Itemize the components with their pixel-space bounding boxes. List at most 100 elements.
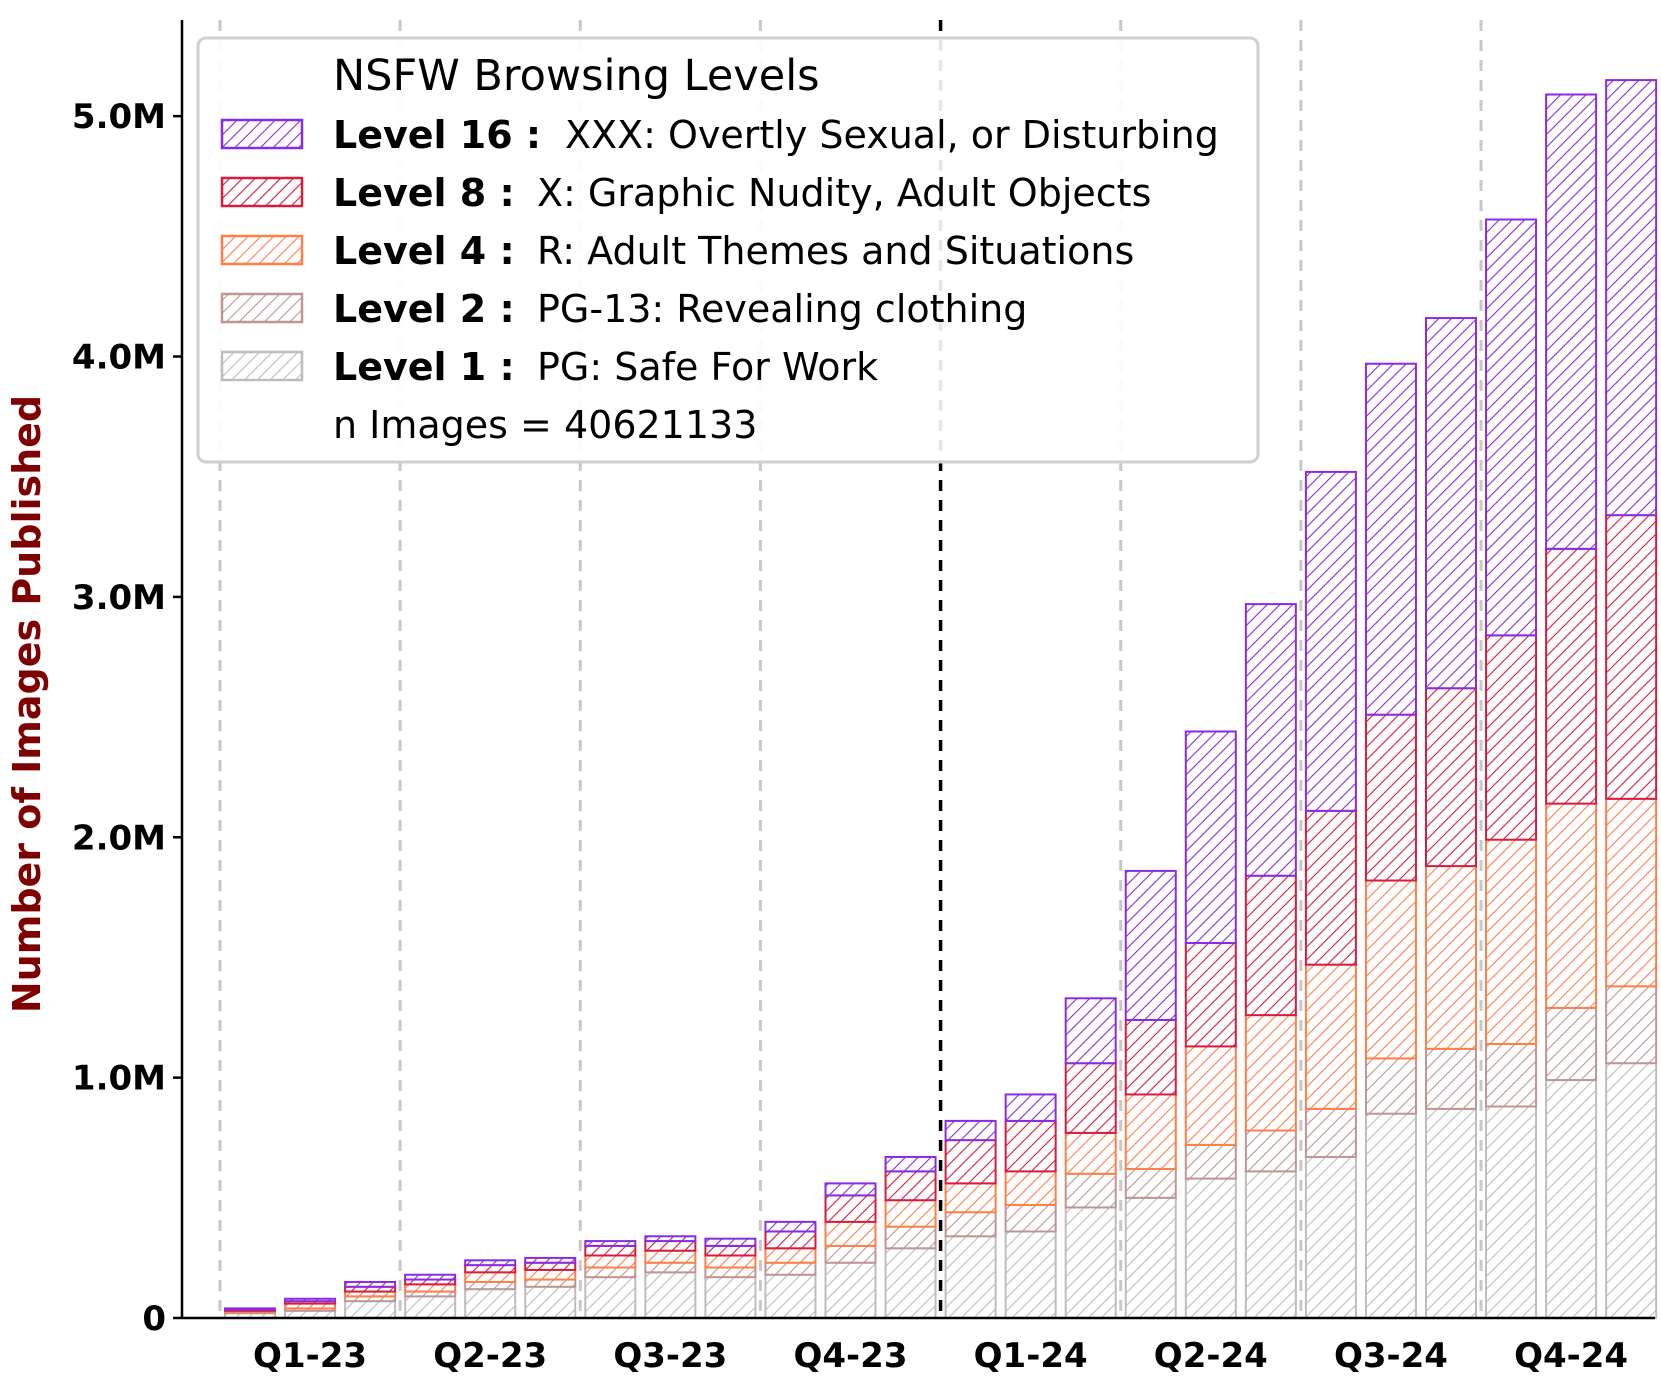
bar-segment-level-2-18 <box>1244 1129 1297 1173</box>
legend-swatch <box>220 350 304 382</box>
bar-segment-level-4-16 <box>1124 1093 1177 1170</box>
legend-swatch <box>220 292 304 324</box>
bar-segment-level-4-20 <box>1364 879 1417 1060</box>
bar-segment-level-1-24 <box>1605 1062 1658 1319</box>
bar-segment-level-8-19 <box>1304 809 1357 966</box>
bar-segment-level-2-12 <box>884 1225 937 1250</box>
bar-segment-level-1-8 <box>644 1271 697 1319</box>
legend-title: NSFW Browsing Levels <box>333 51 820 101</box>
bar-segment-level-8-24 <box>1605 514 1658 800</box>
bar-segment-level-1-15 <box>1064 1206 1117 1320</box>
bar-segment-level-1-6 <box>524 1285 577 1319</box>
bar-segment-level-16-22 <box>1485 218 1538 637</box>
bar-segment-level-1-3 <box>344 1300 397 1319</box>
bar-segment-level-16-10 <box>764 1220 817 1233</box>
axis-layer: 0 1.0M 2.0M 3.0M 4.0M 5.0M Q1-23 Q2-23 Q3-23 Q4-2… <box>5 20 1655 1376</box>
x-tick-label: Q2-23 <box>433 1336 547 1376</box>
legend-key: Level 2 : <box>333 287 515 331</box>
bar-segment-level-1-21 <box>1425 1107 1477 1320</box>
bar-segment-level-8-14 <box>1004 1119 1057 1173</box>
legend-swatch <box>220 234 304 266</box>
bar-segment-level-1-22 <box>1485 1105 1538 1320</box>
bar-segment-level-2-15 <box>1064 1172 1117 1209</box>
bar-segment-level-4-6 <box>524 1268 577 1281</box>
bar-segment-level-8-23 <box>1545 547 1598 805</box>
bar-segment-level-1-9 <box>704 1276 757 1320</box>
bar-segment-level-8-7 <box>584 1244 637 1257</box>
bar-segment-level-1-17 <box>1184 1177 1237 1320</box>
bar-segment-level-1-14 <box>1004 1230 1057 1320</box>
bar-segment-level-1-19 <box>1304 1155 1357 1320</box>
legend-description: XXX: Overtly Sexual, or Disturbing <box>565 113 1219 157</box>
bar-segment-level-4-15 <box>1064 1131 1117 1175</box>
y-tick-label: 4.0M <box>72 338 166 378</box>
bar-segment-level-8-10 <box>764 1230 817 1250</box>
bar-segment-level-2-11 <box>824 1244 877 1264</box>
bar-segment-level-2-19 <box>1304 1107 1357 1158</box>
legend: NSFW Browsing Levels Level 16 : XXX: Overt… <box>196 36 1260 464</box>
bar-segment-level-16-6 <box>524 1256 577 1264</box>
bar-segment-level-4-14 <box>1004 1170 1057 1207</box>
bar-segment-level-1-18 <box>1244 1170 1297 1319</box>
bar-segment-level-16-20 <box>1364 362 1417 716</box>
bar-segment-level-4-4 <box>404 1283 457 1293</box>
bar-segment-level-8-13 <box>944 1139 997 1185</box>
bar-segment-level-2-10 <box>764 1261 817 1276</box>
bar-segment-level-16-4 <box>404 1273 457 1281</box>
bar-segment-level-2-17 <box>1184 1143 1237 1180</box>
bar-segment-level-8-16 <box>1124 1018 1177 1096</box>
legend-footer: n Images = 40621133 <box>333 403 757 447</box>
bar-segment-level-16-3 <box>344 1280 397 1288</box>
bar-segment-level-8-6 <box>524 1261 577 1271</box>
bar-segment-level-2-13 <box>944 1211 997 1238</box>
x-tick-label: Q4-23 <box>794 1336 908 1376</box>
bar-segment-level-2-21 <box>1425 1047 1477 1110</box>
legend-key: Level 16 : <box>333 113 541 157</box>
bar-segment-level-2-16 <box>1124 1167 1177 1199</box>
y-axis-label: Number of Images Published <box>5 395 49 1013</box>
x-tick-label: Q3-24 <box>1334 1336 1448 1376</box>
y-tick-label: 0 <box>142 1299 166 1339</box>
bar-segment-level-16-5 <box>464 1259 517 1267</box>
bar-segment-level-4-9 <box>704 1254 757 1269</box>
bar-segment-level-1-16 <box>1124 1196 1177 1320</box>
bar-segment-level-2-24 <box>1605 985 1658 1065</box>
bar-segment-level-16-13 <box>944 1119 997 1142</box>
bar-segment-level-16-14 <box>1004 1093 1057 1122</box>
bar-segment-level-16-19 <box>1304 470 1357 812</box>
bar-segment-level-1-23 <box>1545 1079 1598 1319</box>
bar-segment-level-4-21 <box>1425 865 1477 1050</box>
grid-layer <box>218 20 1483 1318</box>
bar-segment-level-1-4 <box>404 1295 457 1320</box>
bar-segment-level-2-7 <box>584 1266 637 1279</box>
bar-segment-level-4-19 <box>1304 963 1357 1110</box>
bar-segment-level-16-17 <box>1184 730 1237 945</box>
x-tick-label: Q1-23 <box>253 1336 367 1376</box>
bar-segment-level-8-15 <box>1064 1062 1117 1134</box>
bar-segment-level-8-9 <box>704 1244 757 1257</box>
bar-segment-level-16-11 <box>824 1182 877 1197</box>
bar-segment-level-4-11 <box>824 1220 877 1247</box>
legend-description: PG-13: Revealing clothing <box>537 287 1027 331</box>
bar-segment-level-4-8 <box>644 1249 697 1264</box>
bar-segment-level-4-12 <box>884 1199 937 1228</box>
bar-segment-level-2-5 <box>464 1280 517 1291</box>
y-tick-label: 2.0M <box>72 818 166 858</box>
bar-segment-level-2-20 <box>1364 1057 1417 1115</box>
bar-segment-level-4-5 <box>464 1271 517 1283</box>
bar-segment-level-2-22 <box>1485 1042 1538 1108</box>
bar-segment-level-1-11 <box>824 1261 877 1320</box>
legend-swatch <box>220 118 304 150</box>
legend-swatch <box>220 176 304 208</box>
bar-segment-level-16-16 <box>1124 869 1177 1021</box>
legend-description: PG: Safe For Work <box>537 345 878 389</box>
bar-segment-level-8-11 <box>824 1194 877 1223</box>
bar-segment-level-1-5 <box>464 1288 517 1319</box>
bar-segment-level-1-12 <box>884 1247 937 1320</box>
legend-key: Level 8 : <box>333 171 515 215</box>
x-tick-label: Q2-24 <box>1154 1336 1268 1376</box>
x-tick-label: Q4-24 <box>1514 1336 1628 1376</box>
bar-segment-level-16-8 <box>644 1235 697 1243</box>
bar-segment-level-8-22 <box>1485 634 1538 841</box>
